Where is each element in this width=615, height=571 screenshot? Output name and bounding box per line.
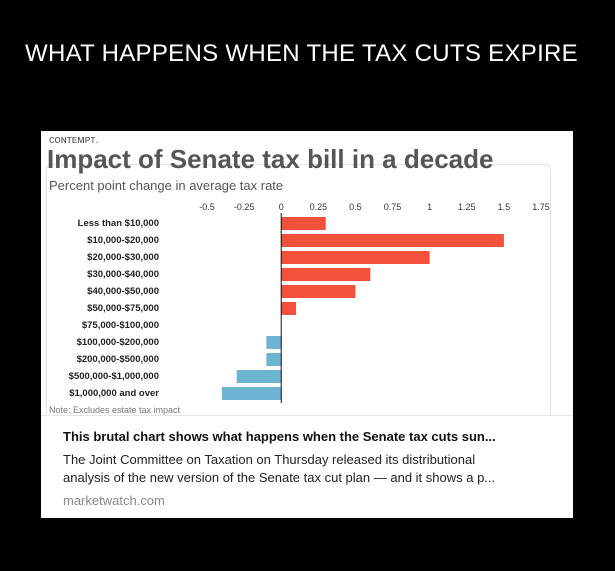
link-title[interactable]: This brutal chart shows what happens whe… [63,429,496,444]
bar [281,302,297,315]
bar [281,217,326,230]
link-description: The Joint Committee on Taxation on Thurs… [63,451,543,487]
x-tick-label: -0.5 [199,202,215,212]
x-tick-label: 0.25 [310,202,328,212]
link-details[interactable]: This brutal chart shows what happens whe… [41,415,573,518]
category-label: Less than $10,000 [78,218,159,229]
chart-image: ᴄᴏɴᴛᴇᴍᴘᴛ. Impact of Senate tax bill in a… [41,131,573,415]
link-description-line: analysis of the new version of the Senat… [63,470,496,485]
x-tick-label: 0.5 [349,202,362,212]
x-tick-label: 0.75 [384,202,402,212]
category-label: $75,000-$100,000 [82,320,159,331]
bar [266,336,282,349]
x-tick-label: 1.25 [458,202,476,212]
bar [281,285,356,298]
x-tick-label: 1 [427,202,432,212]
chart-note: Note: Excludes estate tax impact [49,405,181,415]
category-label: $1,000,000 and over [69,388,159,399]
link-preview-card[interactable]: ᴄᴏɴᴛᴇᴍᴘᴛ. Impact of Senate tax bill in a… [41,131,573,518]
bar [281,268,371,281]
cutoff-text: ᴄᴏɴᴛᴇᴍᴘᴛ. [49,134,99,146]
bar [221,387,282,400]
bar [266,353,282,366]
category-label: $50,000-$75,000 [87,303,159,314]
category-label: $30,000-$40,000 [87,269,159,280]
link-source[interactable]: marketwatch.com [63,493,165,508]
bar [236,370,282,383]
link-description-line: The Joint Committee on Taxation on Thurs… [63,452,476,467]
x-tick-label: 1.5 [498,202,511,212]
headline: WHAT HAPPENS WHEN THE TAX CUTS EXPIRE [25,40,578,67]
category-label: $200,000-$500,000 [77,354,159,365]
x-tick-label: 1.75 [532,202,550,212]
category-label: $500,000-$1,000,000 [69,371,159,382]
category-label: $100,000-$200,000 [77,337,159,348]
bar-chart: -0.5 -0.25 0 0.25 0.5 0.75 1 1.25 1.5 1.75 Less th… [69,202,550,403]
bar [281,251,430,264]
chart-frame [46,164,551,415]
category-label: $10,000-$20,000 [87,235,159,246]
chart-subtitle: Percent point change in average tax rate [49,178,284,193]
x-tick-label: -0.25 [234,202,255,212]
chart-title: Impact of Senate tax bill in a decade [47,144,494,174]
x-tick-label: 0 [279,202,284,212]
bar [281,234,504,247]
category-label: $40,000-$50,000 [87,286,159,297]
category-label: $20,000-$30,000 [87,252,159,263]
